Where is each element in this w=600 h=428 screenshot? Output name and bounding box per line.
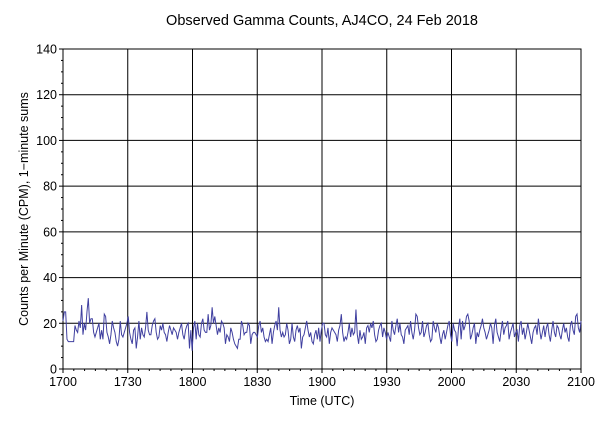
y-tick-label: 40 <box>43 271 57 285</box>
x-tick-label: 1930 <box>373 375 401 389</box>
x-tick-label: 1800 <box>179 375 207 389</box>
y-axis-label: Counts per Minute (CPM), 1−minute sums <box>17 92 31 326</box>
y-tick-label: 120 <box>36 88 57 102</box>
x-tick-label: 1730 <box>114 375 142 389</box>
x-tick-label: 2100 <box>567 375 595 389</box>
chart-title: Observed Gamma Counts, AJ4CO, 24 Feb 201… <box>166 13 478 29</box>
x-tick-label: 1700 <box>49 375 77 389</box>
x-tick-label: 2000 <box>438 375 466 389</box>
y-tick-label: 80 <box>43 180 57 194</box>
y-tick-label: 140 <box>36 43 57 57</box>
x-axis: 1700 1730 1800 1830 1900 1930 2000 2030 2100 <box>49 369 595 389</box>
series-line <box>62 298 582 351</box>
y-tick-label: 20 <box>43 317 57 331</box>
y-tick-label: 0 <box>50 363 57 377</box>
x-tick-label: 1900 <box>308 375 336 389</box>
grid <box>63 49 581 369</box>
x-axis-label: Time (UTC) <box>290 394 355 408</box>
x-tick-label: 1830 <box>243 375 271 389</box>
y-tick-label: 60 <box>43 225 57 239</box>
y-tick-label: 100 <box>36 134 57 148</box>
y-axis: 0 20 40 60 80 100 120 140 <box>36 43 63 377</box>
x-tick-label: 2030 <box>502 375 530 389</box>
